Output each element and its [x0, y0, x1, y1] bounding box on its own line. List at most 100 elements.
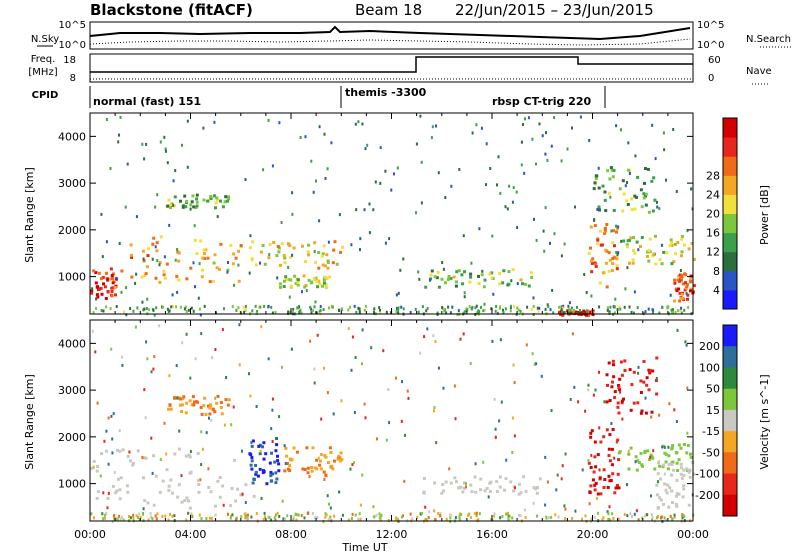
data-cell [231, 262, 235, 266]
data-cell [610, 447, 614, 451]
data-cell [113, 285, 117, 289]
data-cell [656, 200, 658, 204]
data-cell [153, 313, 156, 317]
data-cell [339, 451, 343, 455]
data-cell [404, 433, 406, 437]
data-cell [442, 386, 445, 390]
data-cell [649, 455, 652, 459]
colorbar-tick-label: 200 [699, 340, 720, 353]
data-cell [478, 310, 481, 313]
data-cell [185, 332, 188, 336]
data-cell [341, 245, 345, 249]
data-cell [632, 236, 635, 240]
data-cell [314, 300, 317, 304]
data-cell [505, 458, 508, 462]
data-cell [159, 140, 162, 144]
data-cell [590, 261, 594, 265]
data-cell [283, 256, 287, 260]
data-cell [184, 205, 188, 209]
data-cell [357, 517, 360, 521]
data-cell [667, 462, 671, 466]
data-cell [616, 405, 620, 409]
data-cell [598, 305, 601, 309]
data-cell [639, 451, 643, 455]
data-cell [687, 503, 691, 507]
data-cell [669, 293, 672, 297]
data-cell [511, 416, 514, 420]
data-cell [683, 288, 687, 292]
beam-label: Beam 18 [355, 1, 422, 19]
data-cell [177, 251, 181, 255]
data-cell [462, 332, 465, 336]
data-cell [90, 512, 93, 516]
data-cell [263, 304, 266, 308]
data-cell [517, 492, 521, 496]
data-cell [418, 277, 421, 281]
data-cell [254, 263, 258, 267]
data-cell [213, 253, 217, 257]
data-cell [364, 147, 367, 151]
data-cell [581, 468, 584, 472]
data-cell [144, 272, 148, 276]
data-cell [469, 275, 473, 279]
data-cell [351, 463, 354, 467]
data-cell [651, 456, 655, 460]
data-cell [441, 483, 445, 486]
data-cell [139, 515, 142, 519]
data-cell [95, 469, 99, 473]
data-cell [686, 297, 689, 301]
data-cell [192, 309, 195, 313]
data-cell [611, 175, 615, 179]
data-cell [550, 515, 553, 519]
data-cell [289, 255, 293, 259]
data-cell [321, 252, 325, 256]
data-cell [96, 295, 100, 299]
data-cell [144, 416, 147, 420]
data-cell [319, 459, 322, 463]
data-cell [317, 251, 321, 254]
data-cell [633, 251, 637, 255]
data-cell [255, 405, 258, 408]
data-cell [605, 285, 609, 289]
data-cell [246, 516, 249, 520]
data-cell [621, 209, 625, 213]
data-cell [121, 355, 123, 359]
data-cell [610, 422, 613, 425]
data-cell [245, 514, 247, 518]
data-cell [569, 398, 572, 401]
data-cell [475, 123, 478, 127]
data-cell [630, 383, 634, 387]
data-cell [154, 205, 157, 209]
data-cell [106, 506, 109, 510]
data-cell [202, 198, 206, 202]
data-cell [669, 515, 672, 518]
data-cell [129, 243, 133, 247]
data-cell [309, 339, 312, 343]
data-cell [686, 229, 689, 233]
data-cell [169, 203, 173, 207]
data-cell [312, 190, 315, 194]
data-cell [221, 328, 224, 332]
data-cell [680, 274, 684, 278]
data-cell [479, 488, 482, 492]
data-cell [675, 420, 678, 423]
data-cell [619, 307, 622, 311]
data-cell [143, 388, 146, 392]
data-cell [192, 261, 195, 265]
data-cell [692, 284, 696, 288]
data-cell [264, 452, 268, 456]
data-cell [121, 448, 125, 452]
data-cell [546, 480, 549, 484]
data-cell [677, 492, 681, 496]
data-cell [120, 515, 123, 519]
data-cell [212, 261, 216, 265]
data-cell [332, 412, 335, 416]
data-cell [339, 459, 343, 463]
x-axis: 00:00 04:00 08:00 12:00 16:00 20:00 00:00 [74, 113, 709, 541]
data-cell [100, 277, 103, 281]
data-cell [209, 403, 213, 407]
data-cell [517, 308, 520, 312]
data-cell [111, 286, 115, 290]
data-cell [642, 380, 646, 384]
data-cell [192, 400, 196, 404]
